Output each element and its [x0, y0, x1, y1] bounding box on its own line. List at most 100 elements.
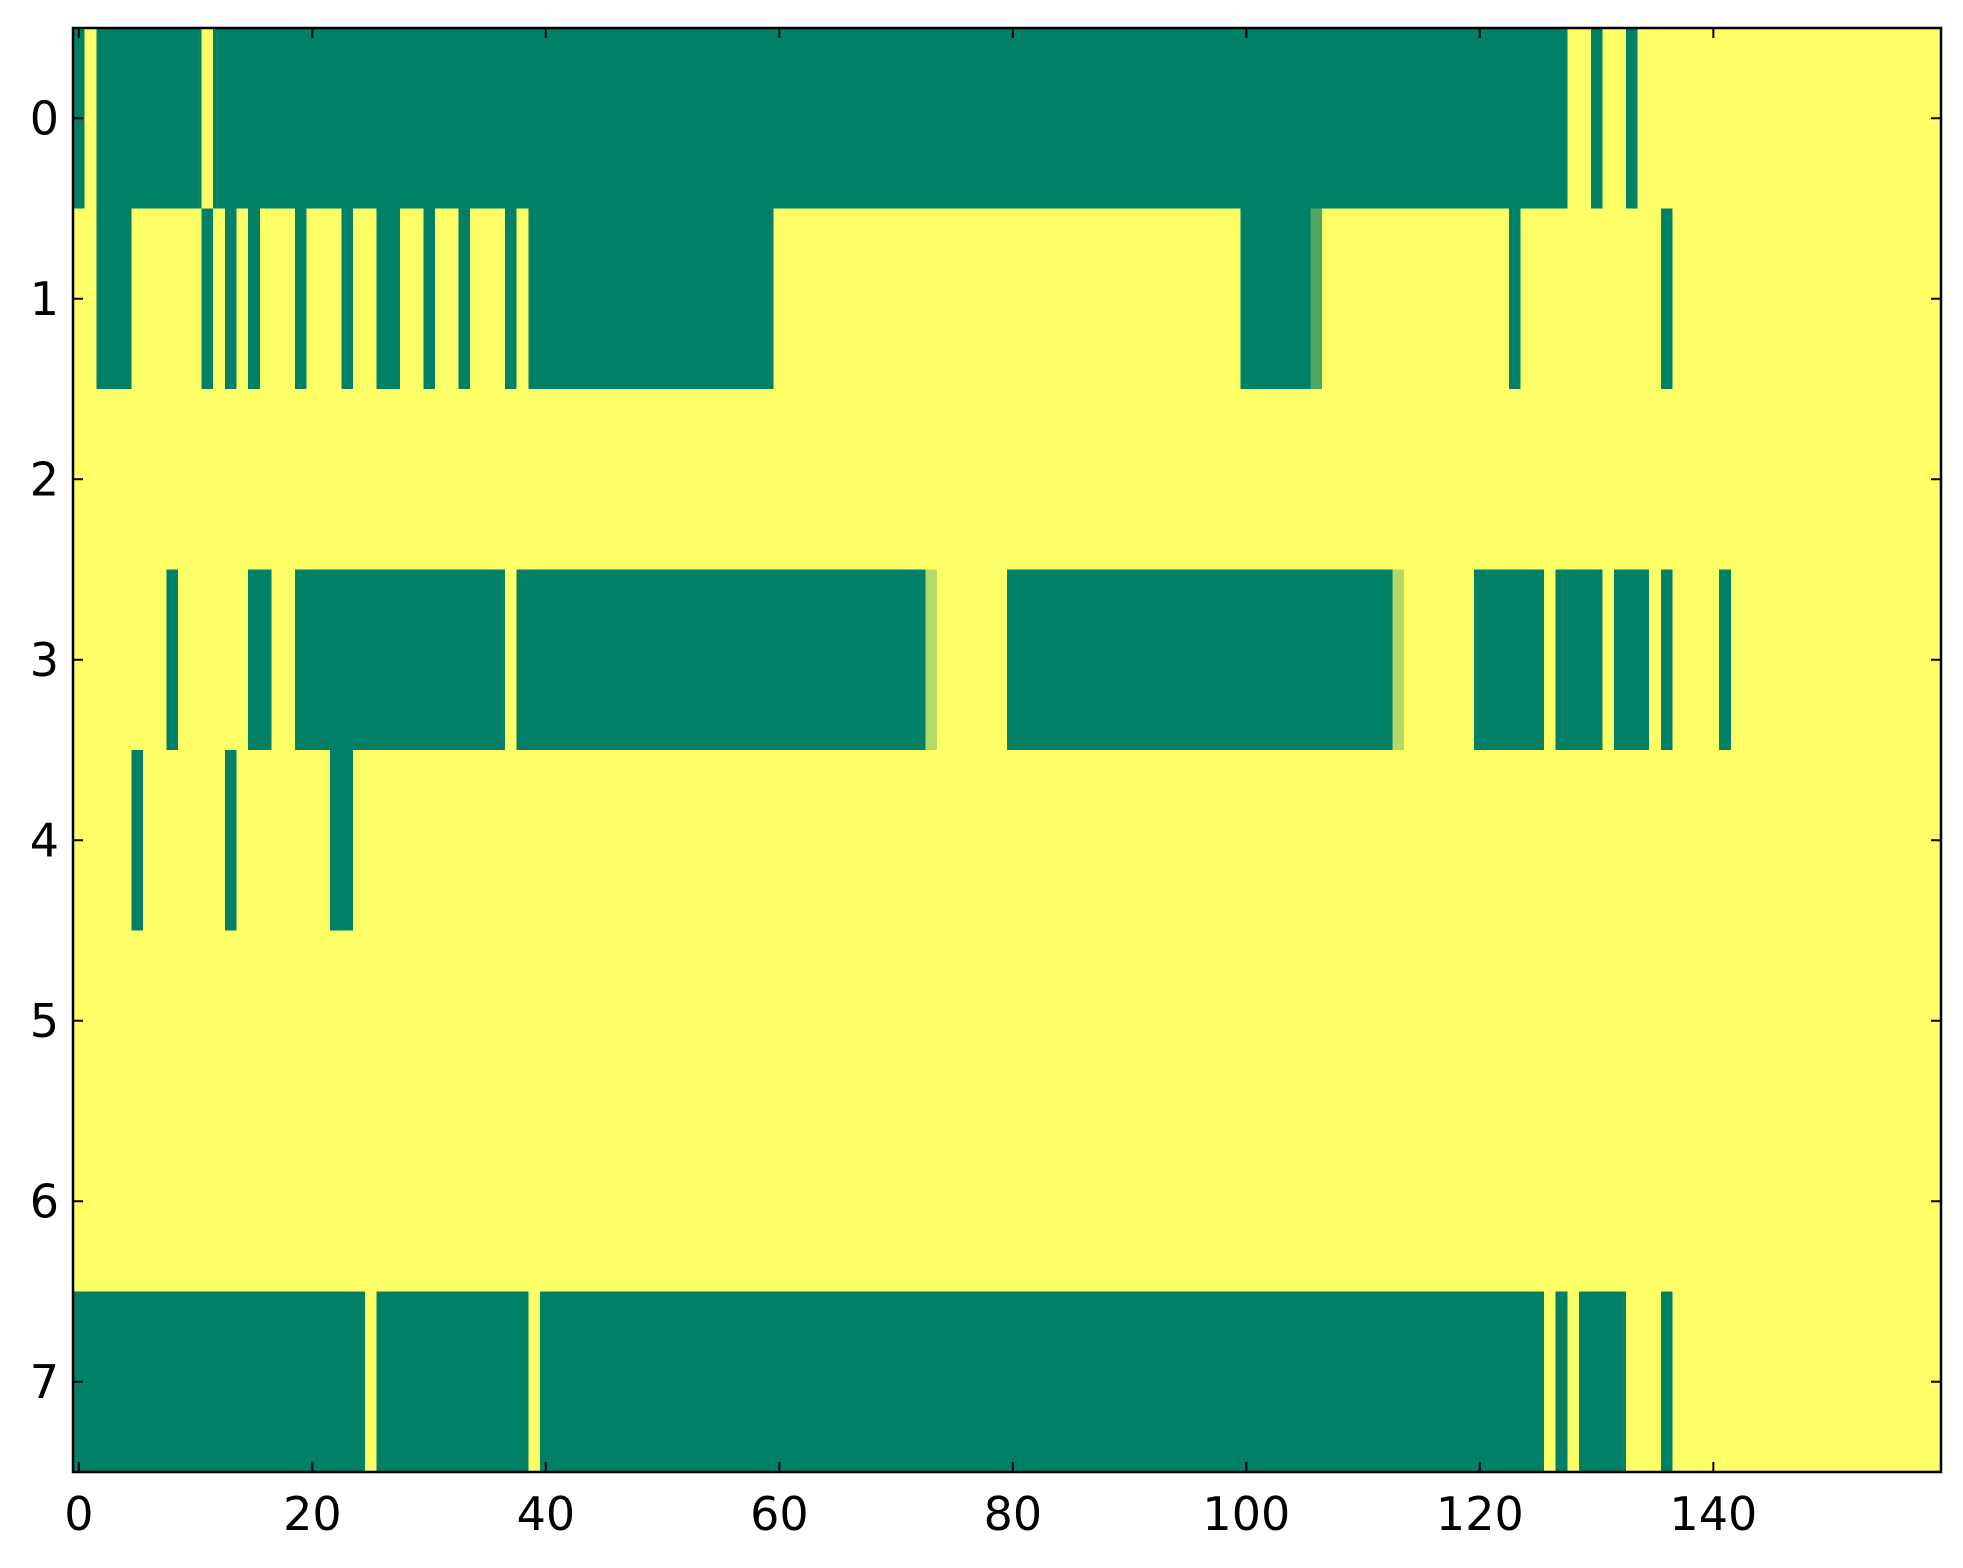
heatmap-cell — [189, 569, 203, 751]
heatmap-cell — [1030, 569, 1043, 751]
heatmap-cell — [1217, 750, 1230, 932]
heatmap-cell — [376, 208, 389, 390]
heatmap-cell — [1532, 569, 1545, 751]
heatmap-cell — [680, 930, 693, 1112]
heatmap-cell — [540, 389, 553, 571]
heatmap-cell — [516, 1291, 529, 1473]
heatmap-cell — [948, 208, 961, 390]
heatmap-cell — [1765, 1291, 1779, 1473]
heatmap-cell — [1905, 208, 1919, 390]
heatmap-cell — [1205, 1111, 1218, 1293]
heatmap-cell — [283, 28, 296, 210]
heatmap-cell — [201, 930, 214, 1112]
heatmap-cell — [971, 1291, 985, 1473]
heatmap-cell — [1135, 1111, 1148, 1293]
heatmap-cell — [703, 28, 716, 210]
heatmap-cell — [551, 1111, 564, 1293]
heatmap-cell — [1065, 1111, 1078, 1293]
heatmap-cell — [1007, 28, 1020, 210]
heatmap-cell — [1649, 208, 1662, 390]
heatmap-cell — [1182, 389, 1195, 571]
heatmap-cell — [399, 930, 413, 1112]
heatmap-cell — [1333, 1111, 1347, 1293]
heatmap-cell — [586, 1111, 599, 1293]
plot-frame — [71, 26, 1943, 1474]
heatmap-cell — [925, 569, 938, 751]
heatmap-cell — [995, 569, 1008, 751]
heatmap-cell — [224, 1111, 238, 1293]
heatmap-cell — [1053, 930, 1066, 1112]
heatmap-cell — [995, 389, 1008, 571]
heatmap-cell — [504, 930, 518, 1112]
heatmap-cell — [703, 389, 716, 571]
heatmap-cell — [236, 28, 249, 210]
heatmap-cell — [1614, 28, 1627, 210]
heatmap-cell — [878, 930, 891, 1112]
heatmap-cell — [1322, 1291, 1335, 1473]
heatmap-cell — [411, 1111, 424, 1293]
heatmap-cell — [866, 28, 880, 210]
heatmap-cell — [1509, 1291, 1522, 1473]
heatmap-cell — [1240, 750, 1253, 932]
heatmap-cell — [726, 569, 740, 751]
heatmap-cell — [948, 1111, 961, 1293]
heatmap-cell — [364, 930, 378, 1112]
heatmap-cell — [1263, 569, 1277, 751]
heatmap-cell — [785, 1111, 798, 1293]
heatmap-cell — [1800, 208, 1814, 390]
heatmap-cell — [1158, 1111, 1172, 1293]
heatmap-cell — [1707, 1291, 1720, 1473]
heatmap-cell — [1368, 930, 1382, 1112]
heatmap-cell — [1147, 28, 1160, 210]
heatmap-cell — [668, 1291, 681, 1473]
heatmap-cell — [306, 1111, 319, 1293]
heatmap-cell — [516, 28, 529, 210]
heatmap-cell — [1882, 1111, 1895, 1293]
heatmap-cell — [1777, 1111, 1790, 1293]
heatmap-cell — [948, 750, 961, 932]
heatmap-cell — [1415, 389, 1428, 571]
heatmap-cell — [1193, 569, 1207, 751]
heatmap-cell — [1392, 28, 1405, 210]
heatmap-cell — [1847, 750, 1860, 932]
heatmap-cell — [1065, 750, 1078, 932]
heatmap-cell — [248, 28, 261, 210]
heatmap-cell — [738, 569, 751, 751]
heatmap-cell — [750, 750, 763, 932]
heatmap-cell — [1007, 1111, 1020, 1293]
heatmap-cell — [1859, 750, 1872, 932]
heatmap-cell — [1007, 389, 1020, 571]
heatmap-cell — [1007, 750, 1020, 932]
heatmap-cell — [189, 1291, 203, 1473]
heatmap-cell — [1532, 930, 1545, 1112]
heatmap-cell — [154, 569, 167, 751]
heatmap-cell — [1182, 1111, 1195, 1293]
heatmap-cell — [598, 208, 611, 390]
heatmap-cell — [1462, 569, 1475, 751]
heatmap-cell — [1532, 208, 1545, 390]
heatmap-cell — [1228, 930, 1242, 1112]
heatmap-cell — [936, 930, 950, 1112]
heatmap-cell — [1053, 1291, 1066, 1473]
heatmap-cell — [1894, 930, 1907, 1112]
heatmap-cell — [1193, 930, 1207, 1112]
heatmap-cell — [481, 1111, 494, 1293]
heatmap-cell — [1287, 28, 1300, 210]
heatmap-cell — [1135, 28, 1148, 210]
heatmap-cell — [1310, 930, 1323, 1112]
heatmap-cell — [831, 1291, 845, 1473]
heatmap-cell — [1614, 569, 1627, 751]
heatmap-cell — [481, 750, 494, 932]
heatmap-cell — [831, 1111, 845, 1293]
heatmap-cell — [1637, 750, 1650, 932]
heatmap-cell — [936, 28, 950, 210]
heatmap-cell — [1579, 750, 1592, 932]
y-tick-label: 6 — [30, 1174, 59, 1228]
heatmap-cell — [493, 1291, 506, 1473]
heatmap-cell — [1672, 1111, 1685, 1293]
heatmap-cell — [1310, 750, 1323, 932]
heatmap-cell — [1520, 569, 1533, 751]
heatmap-cell — [1462, 28, 1475, 210]
heatmap-cell — [154, 389, 167, 571]
heatmap-cell — [855, 1291, 868, 1473]
